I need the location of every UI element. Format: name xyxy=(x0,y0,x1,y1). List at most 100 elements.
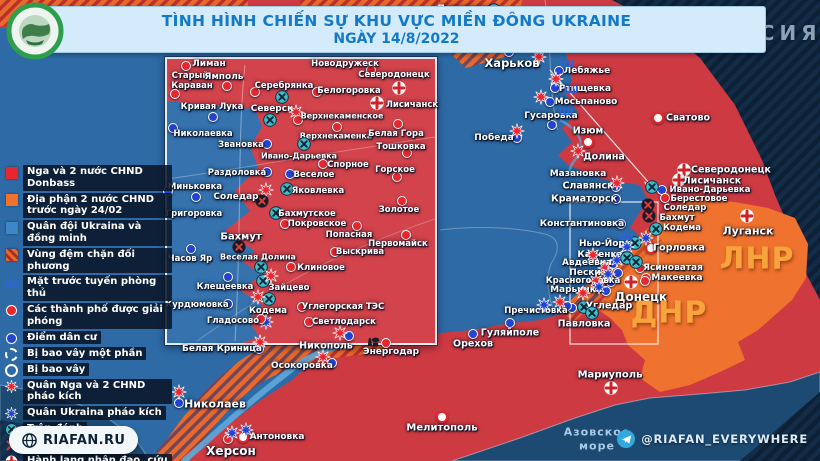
marker-blue-dot xyxy=(262,139,272,149)
ring-dash-legend-icon xyxy=(4,347,19,361)
city-label: Луганск xyxy=(722,224,774,238)
marker-fort xyxy=(560,59,574,68)
marker-blue-dot xyxy=(468,329,478,339)
marker-blue-star xyxy=(224,425,240,441)
legend-label: Mặt trước tuyến phòng thủ xyxy=(23,275,172,301)
marker-fort xyxy=(559,107,573,116)
city-label: Часов Яр xyxy=(167,254,213,264)
legend-label: Quân Nga và 2 CHND pháo kích xyxy=(23,378,172,405)
marker-blue-dot xyxy=(191,192,201,202)
marker-fierce xyxy=(232,240,246,254)
marker-red-dot xyxy=(397,196,407,206)
legend-label: Bị bao vây xyxy=(23,362,90,377)
city-label: Харьков xyxy=(484,56,540,70)
city-label: Павловка xyxy=(557,318,611,330)
marker-red-star xyxy=(548,71,564,87)
legend-item: Mặt trước tuyến phòng thủ xyxy=(4,275,172,301)
sq-hatch-legend-icon xyxy=(4,249,19,262)
sq-orange-legend-icon xyxy=(4,194,19,207)
city-label: Бахмут xyxy=(659,213,695,223)
city-label: Мелитополь xyxy=(406,422,478,434)
city-label: Ямполь xyxy=(204,72,244,82)
city-label: Сватово xyxy=(666,112,710,124)
city-label: Лебяжье xyxy=(563,66,611,76)
city-label: Изюм xyxy=(572,125,604,137)
red-dot-legend-icon xyxy=(4,304,19,317)
city-label: Бахмутское xyxy=(278,209,336,219)
marker-red-dot xyxy=(286,262,296,272)
marker-red-star xyxy=(315,349,331,365)
marker-blue-star xyxy=(591,279,607,295)
city-label: Орехов xyxy=(453,338,493,350)
riafan-site-badge: RIAFAN.RU xyxy=(9,426,139,454)
legend-item: Bị bao vây xyxy=(4,362,172,377)
legend-label: Điểm dân cư xyxy=(23,330,102,345)
city-label: Макеевка xyxy=(651,273,703,283)
city-label: Пречистовка xyxy=(504,306,568,316)
marker-blue-dot xyxy=(174,398,184,408)
city-label: Верхнекаменское xyxy=(300,111,384,121)
marker-blue-star xyxy=(600,266,616,282)
city-label: Лисичанск xyxy=(385,100,439,110)
city-label: Кривая Лука xyxy=(180,102,244,112)
marker-blue-dot xyxy=(327,358,337,368)
marker-red-dot xyxy=(401,230,411,240)
marker-red-star xyxy=(252,334,268,350)
city-label: Антоновка xyxy=(249,432,305,442)
marker-blue-dot xyxy=(223,272,233,282)
map-legend: Nga và 2 nước CHND Donbass Địa phận 2 nướ… xyxy=(4,163,172,461)
marker-x xyxy=(269,206,283,220)
city-label: Попасная xyxy=(325,230,373,240)
marker-red-star xyxy=(552,294,568,310)
region-label: ЛНР xyxy=(719,241,795,277)
city-label: Ивано-Дарьевка xyxy=(669,185,751,195)
legend-item: Nga và 2 nước CHND Donbass xyxy=(4,165,172,191)
city-label: Марьинка xyxy=(550,285,602,295)
city-label: Выскрива xyxy=(335,247,385,257)
marker-blue-dot xyxy=(208,112,218,122)
telegram-icon xyxy=(617,430,636,448)
city-label: Соледар xyxy=(663,203,707,213)
city-label: Угледар xyxy=(585,300,633,312)
marker-red-star xyxy=(585,247,601,263)
city-label: Северск xyxy=(250,104,294,114)
city-label: Белогоровка xyxy=(317,86,381,96)
marker-cross xyxy=(370,96,385,111)
marker-red-dot xyxy=(304,317,314,327)
city-label: Красногоровка xyxy=(545,276,621,286)
marker-blue-dot xyxy=(168,123,178,133)
marker-x xyxy=(275,90,289,104)
legend-item: Các thành phố được giải phóng xyxy=(4,302,172,329)
social-handle-badge: @RIAFAN_EVERYWHERE xyxy=(617,430,808,448)
city-label: Клиновое xyxy=(297,263,345,273)
marker-red-dot xyxy=(170,89,180,99)
marker-cross xyxy=(604,381,619,396)
region-label: Азовское xyxy=(563,425,631,439)
city-label: Николаев xyxy=(184,397,246,411)
marker-cross xyxy=(672,173,687,188)
city-label: Веселое xyxy=(293,170,335,180)
marker-red-dot xyxy=(332,122,342,132)
marker-red-dot xyxy=(256,314,266,324)
globe-icon xyxy=(22,432,37,448)
marker-red-dot xyxy=(402,148,412,158)
marker-cross xyxy=(677,163,692,178)
city-label: Ртищевка xyxy=(558,84,612,94)
city-label: Краматорск xyxy=(550,193,618,205)
marker-red-dot xyxy=(181,61,191,71)
blue-dot-legend-icon xyxy=(4,332,19,345)
city-label: Никополь xyxy=(299,340,353,352)
city-label: Лиман xyxy=(192,59,226,69)
marker-red-star xyxy=(575,285,591,301)
city-label: Белая Гора xyxy=(368,129,424,139)
marker-blue-star xyxy=(638,230,654,246)
marker-blue-star xyxy=(536,297,552,313)
marker-blue-dot xyxy=(616,219,626,229)
city-label: Спорное xyxy=(327,160,369,170)
city-label: Яковлевка xyxy=(291,186,345,196)
city-label: Кодема xyxy=(662,223,702,233)
marker-cross xyxy=(392,81,407,96)
marker-red-star xyxy=(263,268,279,284)
marker-red-star xyxy=(250,289,266,305)
